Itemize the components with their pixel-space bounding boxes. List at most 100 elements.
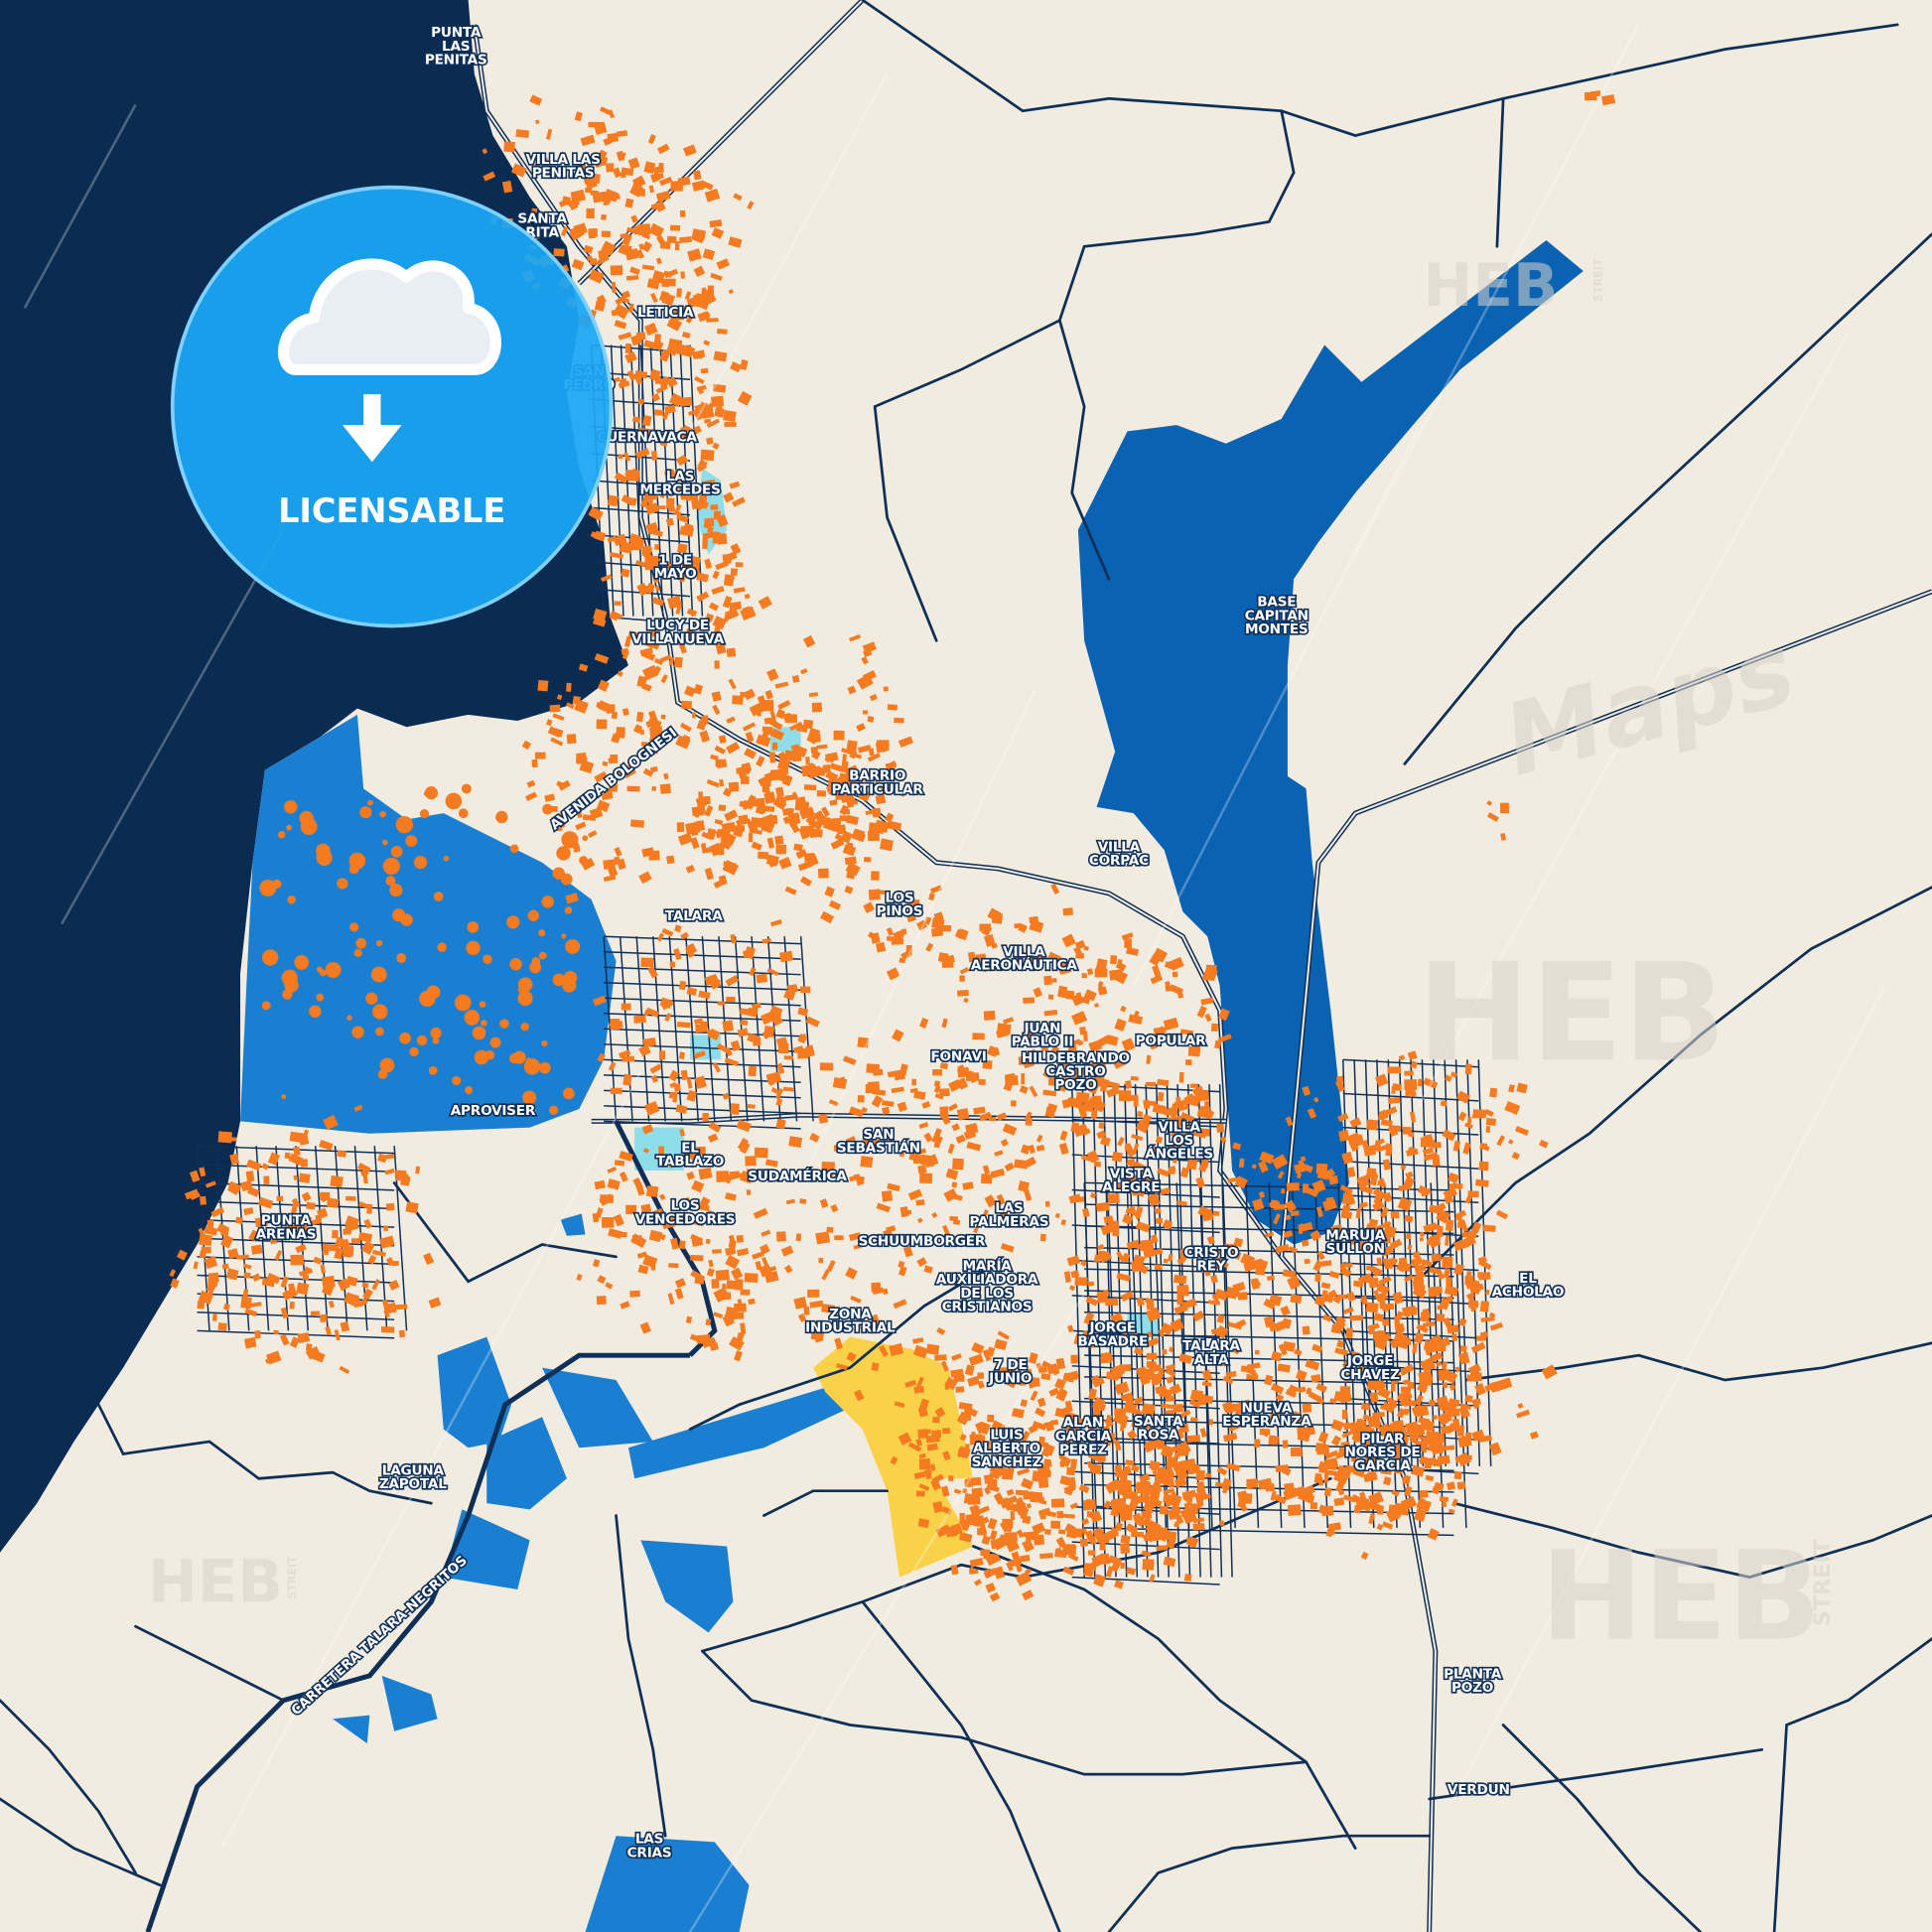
place-label-line: ÁNGELES: [1145, 1145, 1213, 1163]
building: [348, 1223, 359, 1231]
building: [857, 1095, 865, 1103]
building: [691, 1179, 705, 1193]
building: [743, 800, 749, 810]
building: [279, 1333, 290, 1346]
storage-tank: [300, 818, 318, 836]
storage-tank: [287, 896, 296, 904]
building: [694, 500, 704, 511]
building: [675, 454, 689, 467]
building: [1403, 1400, 1417, 1407]
building: [1170, 1317, 1185, 1333]
building: [299, 1268, 314, 1277]
building: [833, 1144, 847, 1152]
building: [313, 1256, 323, 1265]
building: [577, 160, 587, 172]
building: [564, 805, 574, 817]
building: [1485, 1118, 1497, 1127]
building: [1048, 1387, 1060, 1397]
building: [915, 1490, 925, 1497]
building: [1399, 1389, 1413, 1402]
building: [702, 537, 708, 549]
building: [825, 770, 839, 782]
building: [687, 248, 702, 262]
building: [400, 1174, 411, 1186]
building: [659, 654, 672, 663]
building: [1448, 1172, 1460, 1183]
street: [604, 950, 801, 960]
building: [1496, 1135, 1505, 1147]
street: [604, 1120, 801, 1130]
street: [1222, 1182, 1236, 1528]
building: [1148, 1192, 1161, 1207]
building: [1132, 1143, 1140, 1155]
building: [661, 927, 674, 937]
place-label-line: ALEGRE: [1102, 1179, 1160, 1195]
building: [594, 652, 610, 664]
building: [1516, 1082, 1528, 1094]
building: [630, 214, 638, 223]
building: [629, 266, 640, 275]
building: [1360, 1297, 1366, 1303]
place-label: LETICIA: [637, 305, 694, 321]
building: [1484, 1109, 1494, 1117]
building: [710, 503, 719, 510]
building: [967, 1494, 981, 1505]
building: [1020, 1554, 1031, 1563]
storage-tank: [379, 810, 386, 818]
building: [1355, 1207, 1361, 1219]
building: [1154, 1207, 1162, 1215]
building: [1306, 1387, 1312, 1395]
building: [685, 564, 695, 569]
street: [734, 936, 749, 1122]
building: [695, 1146, 706, 1156]
building: [574, 111, 583, 122]
building: [1357, 1245, 1367, 1251]
building: [627, 157, 640, 170]
building: [704, 867, 714, 881]
building: [723, 612, 730, 622]
building: [1058, 962, 1069, 969]
licensable-badge[interactable]: LICENSABLE: [170, 185, 614, 628]
storage-tank: [281, 969, 298, 986]
building: [1158, 1187, 1171, 1195]
building: [661, 1001, 674, 1011]
building: [1429, 1236, 1438, 1248]
building: [1143, 1418, 1156, 1430]
building: [713, 350, 728, 362]
building: [574, 699, 589, 714]
building: [1504, 1100, 1521, 1115]
building: [1070, 1354, 1078, 1364]
building: [302, 1274, 309, 1281]
building: [1467, 1117, 1472, 1124]
building: [621, 763, 636, 779]
building: [1499, 802, 1509, 814]
building: [1120, 1562, 1125, 1570]
building: [840, 1076, 847, 1086]
building: [1442, 1361, 1448, 1370]
street: [373, 1146, 388, 1331]
building: [673, 559, 679, 568]
building: [1179, 1249, 1187, 1260]
building: [931, 1211, 938, 1218]
building: [1080, 1155, 1093, 1163]
building: [1240, 1505, 1248, 1512]
building: [673, 656, 683, 668]
watermark-brand-center: HEB: [1417, 934, 1726, 1092]
building: [696, 1334, 711, 1344]
street: [1166, 1084, 1180, 1578]
building: [526, 779, 536, 788]
building: [398, 1329, 406, 1338]
place-label-line: CUERNAVACA: [597, 429, 697, 445]
building: [696, 572, 709, 583]
building: [728, 678, 737, 690]
building: [711, 691, 722, 702]
storage-tank: [508, 1052, 520, 1064]
storage-tank: [390, 845, 403, 858]
building: [1120, 1005, 1127, 1013]
building: [847, 685, 857, 695]
place-label: VERDUN: [1448, 1782, 1510, 1798]
building: [1392, 1291, 1405, 1305]
building: [1321, 1290, 1328, 1299]
